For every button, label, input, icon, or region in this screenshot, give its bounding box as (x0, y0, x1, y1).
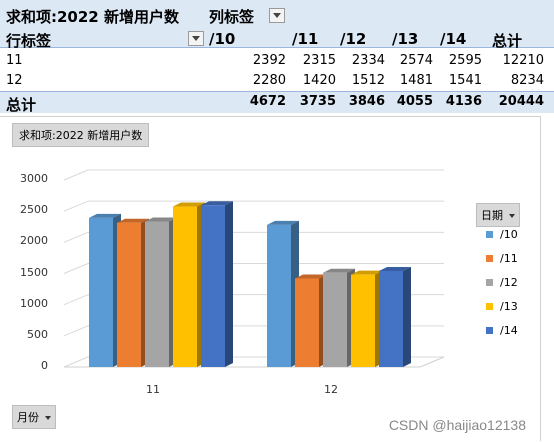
legend-field-button[interactable]: 日期 (476, 203, 520, 227)
chevron-down-icon (509, 214, 515, 218)
column-labels-label: 列标签 (209, 8, 255, 26)
gridline (63, 294, 89, 306)
axis-field-button[interactable]: 月份 (12, 405, 56, 429)
legend-swatch (486, 255, 493, 262)
bar-top (117, 218, 149, 223)
chevron-down-icon (45, 416, 51, 420)
table-cell: 1481 (399, 73, 433, 88)
table-cell: 1512 (351, 73, 385, 88)
bar (267, 224, 291, 367)
total-cell: 4672 (249, 94, 286, 109)
table-cell: 1541 (448, 73, 482, 88)
table-cell: 2595 (448, 53, 482, 68)
legend-swatch (486, 279, 493, 286)
y-tick-label: 2000 (20, 234, 48, 248)
row-filter-dropdown[interactable] (188, 31, 204, 46)
total-cell: 3846 (348, 94, 385, 109)
column-header: /12 (340, 30, 367, 48)
y-tick-label: 0 (41, 359, 48, 372)
total-cell: 20444 (498, 94, 544, 109)
total-cell: 3735 (299, 94, 336, 109)
table-cell: 2280 (252, 73, 286, 88)
table-cell: 2574 (399, 53, 433, 68)
axis-field-label: 月份 (17, 411, 39, 424)
floor-edge (419, 356, 445, 368)
table-cell: 8234 (510, 73, 544, 88)
table-cell: 12210 (502, 53, 544, 68)
table-cell: 2392 (252, 53, 286, 68)
gridline (63, 231, 89, 243)
chevron-down-icon (273, 13, 281, 18)
value-field-button[interactable]: 求和项:2022 新增用户数 (12, 123, 150, 147)
bar-top (89, 213, 121, 218)
column-header: /11 (292, 30, 319, 48)
bar-top (295, 274, 327, 279)
chevron-down-icon (192, 36, 200, 41)
bar (379, 270, 403, 367)
bar (201, 205, 225, 367)
table-row: 11 2392 2315 2334 2574 2595 12210 (0, 51, 554, 71)
x-tick-label: 12 (324, 383, 338, 396)
bar-top (267, 220, 299, 225)
legend-swatch (486, 303, 493, 310)
table-total-row: 总计 4672 3735 3846 4055 4136 20444 (0, 91, 554, 114)
column-header: /14 (440, 30, 467, 48)
gridline (63, 325, 89, 337)
gridline (63, 263, 89, 274)
row-label: 11 (6, 53, 23, 68)
y-tick-label: 500 (27, 327, 48, 341)
bar-side (403, 266, 411, 367)
bar-side (225, 201, 233, 367)
legend-label: /14 (500, 324, 518, 337)
pivot-chart[interactable]: 求和项:2022 新增用户数 日期 /10/11/12/13/14 月份 CSD… (0, 116, 541, 441)
legend-swatch (486, 231, 493, 238)
bar (117, 222, 141, 367)
total-cell: 4055 (396, 94, 433, 109)
y-tick-label: 2500 (20, 203, 48, 217)
chart-plot (63, 169, 445, 368)
bar-top (351, 270, 383, 275)
y-tick-label: 1500 (20, 265, 48, 279)
y-tick-label: 1000 (20, 296, 48, 310)
column-filter-dropdown[interactable] (269, 8, 285, 23)
y-tick-label: 3000 (20, 172, 48, 185)
bar (323, 272, 347, 367)
x-tick-label: 11 (146, 383, 160, 396)
value-field-label: 求和项:2022 新增用户数 (6, 8, 179, 26)
bar (89, 217, 113, 367)
gridline (63, 169, 89, 181)
column-header: /10 (209, 30, 236, 48)
bar-top (201, 201, 233, 206)
bar-top (145, 217, 177, 222)
row-label: 12 (6, 73, 23, 88)
watermark: CSDN @haijiao12138 (388, 417, 526, 433)
column-header: /13 (392, 30, 419, 48)
total-label: 总计 (6, 96, 37, 114)
gridline (63, 356, 89, 368)
legend-swatch (486, 327, 493, 334)
legend-label: /11 (500, 252, 518, 265)
column-header-total: 总计 (492, 32, 523, 50)
pivot-column-header-row: 行标签 /10 /11 /12 /13 /14 总计 (0, 28, 554, 50)
table-cell: 2334 (351, 53, 385, 68)
bar (295, 278, 319, 367)
legend-label: /13 (500, 300, 518, 313)
bar (351, 274, 375, 367)
table-row: 12 2280 1420 1512 1481 1541 8234 (0, 71, 554, 91)
gridline (63, 200, 89, 212)
total-cell: 4136 (445, 94, 482, 109)
legend-label: /10 (500, 228, 518, 241)
legend-field-label: 日期 (481, 209, 503, 222)
bar (145, 221, 169, 367)
pivot-header-row: 求和项:2022 新增用户数 列标签 (0, 0, 554, 28)
bar (173, 206, 197, 367)
table-cell: 2315 (302, 53, 336, 68)
table-cell: 1420 (302, 73, 336, 88)
bar-top (379, 266, 411, 271)
row-labels-label: 行标签 (6, 32, 52, 50)
bar-top (323, 268, 355, 273)
bar-top (173, 202, 205, 207)
legend-label: /12 (500, 276, 518, 289)
